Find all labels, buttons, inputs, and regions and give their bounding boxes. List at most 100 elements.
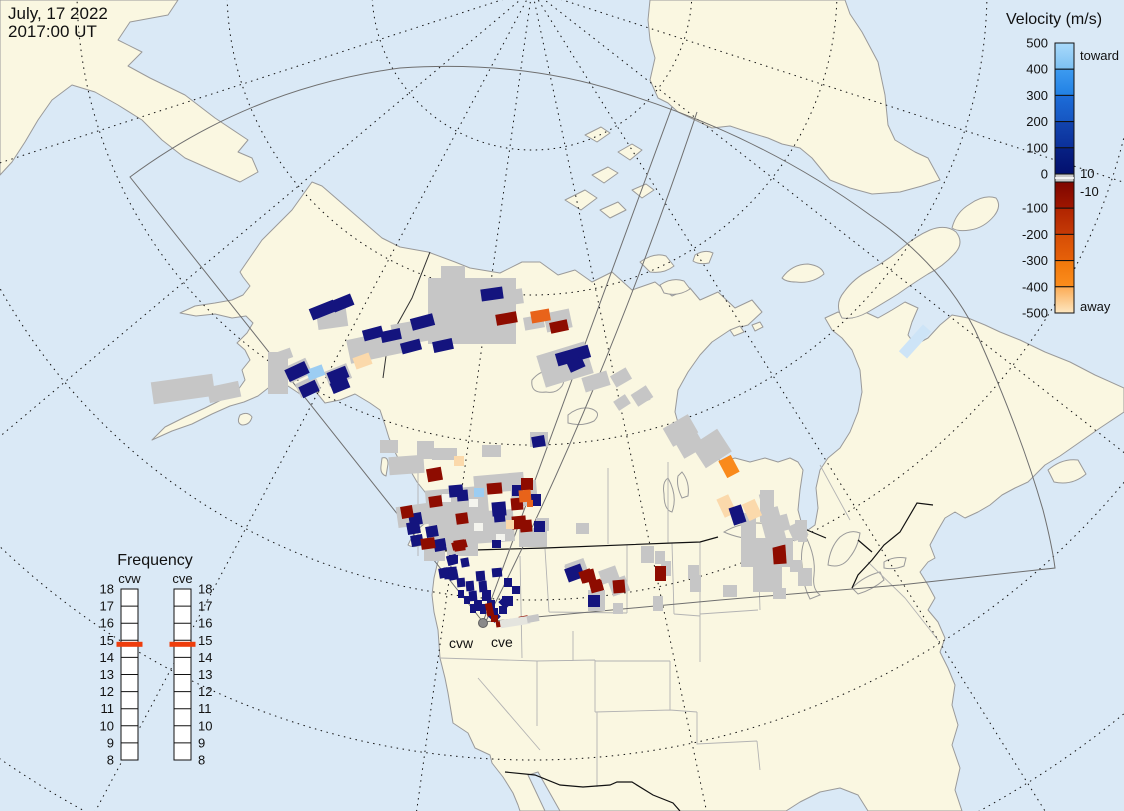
velocity-cell-toward xyxy=(464,596,470,604)
velocity-cell-away xyxy=(521,478,533,490)
velocity-cell-toward xyxy=(329,377,351,394)
ground-scatter-cell xyxy=(581,370,611,393)
velocity-cell-away xyxy=(612,579,626,594)
velocity-cell-toward xyxy=(284,360,310,383)
frequency-tick-label: 16 xyxy=(198,616,212,631)
ground-scatter-cell xyxy=(613,603,623,614)
lake-ontario xyxy=(883,557,907,570)
radar-site: cvw cve xyxy=(449,618,513,651)
ground-scatter-cell xyxy=(773,588,786,599)
ground-scatter-cell xyxy=(150,373,216,405)
colorbar-segment xyxy=(1054,260,1075,288)
velocity-cell-toward-strong xyxy=(474,488,484,497)
velocity-cell-away xyxy=(491,615,498,622)
ground-scatter-cell xyxy=(380,440,398,453)
radar-label-cve: cve xyxy=(491,634,513,650)
colorbar-tick-label: 0 xyxy=(1041,167,1048,182)
frequency-tick-label: 11 xyxy=(198,701,212,716)
velocity-cell-toward-strong xyxy=(305,364,326,381)
velocity-cell-away-strong xyxy=(718,454,740,479)
velocity-cell-toward xyxy=(445,553,459,567)
colorbar-tick-label: -300 xyxy=(1022,253,1048,268)
velocity-cell-toward xyxy=(456,577,466,588)
lake-manitoba xyxy=(677,471,689,499)
velocity-cell-toward xyxy=(475,570,486,582)
ground-scatter-cell xyxy=(753,563,782,592)
velocity-cell-away-max xyxy=(454,456,464,466)
gulf-of-california xyxy=(527,771,561,811)
fov-beam-edge-west xyxy=(482,106,673,623)
velocity-cell-low xyxy=(474,523,483,531)
velocity-cell-low xyxy=(442,494,451,502)
ground-scatter-cell xyxy=(427,509,516,547)
time-text: 2017:00 UT xyxy=(8,22,97,41)
ground-scatter-cell xyxy=(798,568,812,586)
velocity-cell-toward xyxy=(460,557,470,568)
velocity-cell-toward xyxy=(531,494,541,506)
velocity-cell-away-strong xyxy=(527,500,533,507)
velocity-cell-toward xyxy=(478,580,488,593)
frequency-columns: cvw 18 17 16 15 14 13 12 11 10 9 8 cve 18 17 16 15 14 13 12… xyxy=(100,571,213,768)
velocity-cell-low xyxy=(469,499,478,507)
velocity-cell-toward xyxy=(399,338,423,355)
lake-michigan xyxy=(801,535,822,600)
velocity-cell-toward xyxy=(492,540,501,548)
colorbar-segment xyxy=(1054,42,1075,70)
ground-scatter-cell xyxy=(723,585,737,597)
velocity-cell-toward xyxy=(480,604,486,614)
velocity-cell-toward xyxy=(468,590,478,602)
ground-scatter-cell xyxy=(482,445,501,457)
velocity-cell-toward xyxy=(504,578,512,587)
velocity-cell-away xyxy=(400,505,414,519)
velocity-cell-away xyxy=(428,495,443,508)
ground-scatter-cell xyxy=(432,448,457,460)
colorbar-segment xyxy=(1054,68,1075,96)
colorbar-tick-label: 500 xyxy=(1026,36,1048,51)
velocity-cell-toward xyxy=(566,356,586,373)
colorbar-tick-label: 400 xyxy=(1026,62,1048,77)
ground-scatter-cell xyxy=(690,575,701,592)
ground-scatter-cell xyxy=(636,389,651,404)
velocity-cell-away-max xyxy=(352,352,373,370)
velocity-cell-away-strong xyxy=(530,308,551,324)
foxe-island xyxy=(729,325,745,337)
ground-scatter-cell xyxy=(496,288,524,307)
frequency-tick-label: 13 xyxy=(198,667,212,682)
ground-scatter-cell xyxy=(424,485,490,519)
lake-huron xyxy=(827,531,861,567)
velocity-cell-away xyxy=(578,568,594,584)
ground-scatter-cell xyxy=(576,523,589,534)
colorbar-segment xyxy=(1054,181,1075,209)
velocity-cell-away-max xyxy=(506,520,514,529)
velocity-cell-away xyxy=(772,544,787,565)
velocity-cell-toward-max xyxy=(898,324,932,359)
velocity-cell-toward xyxy=(456,489,469,502)
velocity-cell-toward xyxy=(361,325,385,342)
frequency-column-label: cve xyxy=(172,571,192,586)
ground-scatter-cell xyxy=(653,596,663,611)
frequency-tick-label: 15 xyxy=(100,633,114,648)
frequency-tick-label: 11 xyxy=(101,701,115,716)
ground-scatter-cell xyxy=(790,560,802,572)
frequency-tick-label: 9 xyxy=(107,735,114,750)
velocity-cell-low xyxy=(499,615,531,629)
neg-threshold-label: -10 xyxy=(1080,184,1099,199)
velocity-cell-away-max xyxy=(741,498,763,522)
ground-scatter-cell xyxy=(613,394,631,411)
velocity-legend-title: Velocity (m/s) xyxy=(1006,11,1102,28)
colorbar-tick-label: -200 xyxy=(1022,227,1048,242)
baffin-island xyxy=(838,226,961,319)
ground-scatter-cell xyxy=(417,441,434,459)
frequency-tick-label: 12 xyxy=(198,684,212,699)
away-label: away xyxy=(1080,299,1111,314)
ground-scatter-cell xyxy=(206,380,242,404)
velocity-legend: Velocity (m/s) 500 400 300 200 100 0 -100 -200 -… xyxy=(1006,11,1119,321)
velocity-cell-toward xyxy=(482,590,491,601)
frequency-tick-label: 13 xyxy=(100,667,114,682)
ground-scatter-cell xyxy=(609,367,633,388)
velocity-cell-toward xyxy=(330,293,355,313)
velocity-cell-toward xyxy=(308,299,338,321)
colorbar-tick-label: -500 xyxy=(1022,306,1048,321)
velocity-cell-toward xyxy=(480,286,504,302)
